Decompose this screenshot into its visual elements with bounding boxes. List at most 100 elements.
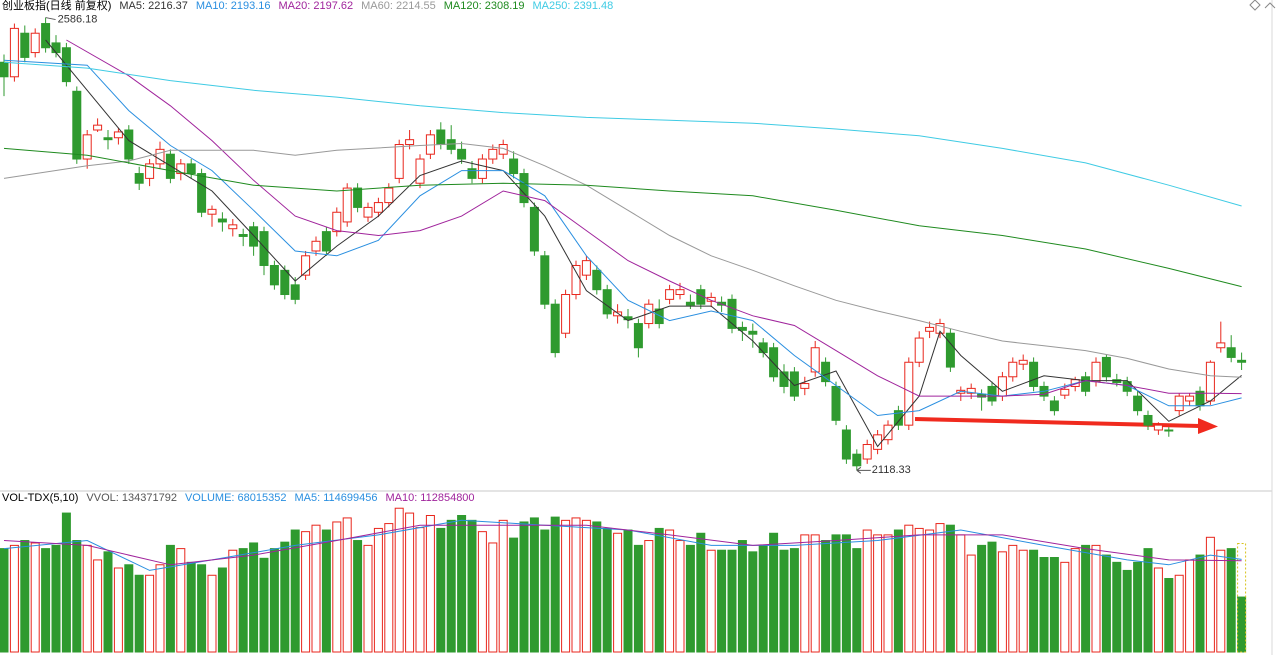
volume-bar bbox=[1070, 548, 1080, 653]
candle-body bbox=[1185, 395, 1195, 402]
volume-bar bbox=[217, 567, 227, 653]
volume-bar bbox=[124, 564, 134, 653]
candle-body bbox=[592, 269, 602, 291]
volume-bar bbox=[883, 534, 893, 653]
candle-body bbox=[1164, 429, 1174, 432]
candle-body bbox=[311, 240, 321, 252]
candle-body bbox=[259, 231, 269, 266]
volume-bar bbox=[748, 551, 758, 653]
volume-bar bbox=[571, 517, 581, 653]
candle-body bbox=[384, 187, 394, 204]
volume-bar bbox=[561, 519, 571, 653]
candle-body bbox=[1049, 400, 1059, 412]
candle-body bbox=[1216, 342, 1226, 349]
candle-body bbox=[821, 361, 831, 383]
volume-bar bbox=[841, 534, 851, 653]
volume-bar bbox=[72, 540, 82, 653]
candle-body bbox=[748, 330, 758, 335]
volume-bar bbox=[696, 532, 706, 653]
volume-bar bbox=[831, 534, 841, 653]
candle-body bbox=[280, 269, 290, 296]
volume-bar bbox=[425, 515, 435, 653]
volume-bar bbox=[685, 544, 695, 653]
candle-body bbox=[1060, 388, 1070, 396]
candle-body bbox=[197, 173, 207, 213]
volume-legend-entry: VOLUME: 68015352 bbox=[184, 492, 287, 504]
chart-title: 创业板指(日线 前复权) bbox=[2, 0, 112, 12]
volume-bar bbox=[363, 544, 373, 653]
candle-body bbox=[467, 168, 477, 179]
candle-body bbox=[519, 173, 529, 204]
candle-body bbox=[124, 129, 134, 160]
candle-body bbox=[633, 323, 643, 349]
vvol-legend: VVOL: 134371792 bbox=[86, 492, 177, 504]
volume-bar bbox=[737, 540, 747, 653]
candle-body bbox=[727, 298, 737, 329]
candle-body bbox=[342, 187, 352, 223]
candle-body bbox=[436, 129, 446, 146]
volume-bar bbox=[789, 548, 799, 653]
candle-body bbox=[373, 202, 383, 213]
candle-body bbox=[509, 158, 519, 175]
volume-bar bbox=[758, 544, 768, 653]
volume-bar bbox=[1049, 557, 1059, 653]
volume-bar bbox=[103, 551, 113, 653]
volume-bar bbox=[290, 529, 300, 653]
volume-bar bbox=[987, 541, 997, 653]
volume-bar bbox=[165, 544, 175, 653]
candle-body bbox=[769, 347, 779, 378]
volume-bar bbox=[893, 529, 903, 653]
volume-bar bbox=[821, 540, 831, 653]
volume-bar bbox=[51, 544, 61, 653]
candle-body bbox=[394, 144, 404, 179]
volume-bar bbox=[717, 549, 727, 653]
volume-bar bbox=[966, 554, 976, 653]
volume-bar bbox=[332, 521, 342, 653]
candle-body bbox=[852, 453, 862, 467]
candle-body bbox=[706, 296, 716, 302]
candle-body bbox=[997, 376, 1007, 397]
candle-body bbox=[935, 323, 945, 334]
candle-body bbox=[1112, 379, 1122, 384]
candle-body bbox=[72, 90, 82, 160]
diamond-icon[interactable] bbox=[1249, 0, 1261, 11]
volume-bar bbox=[1174, 574, 1184, 653]
volume-bar bbox=[373, 527, 383, 653]
candle-body bbox=[665, 289, 675, 300]
legend-entry: MA10: 112854800 bbox=[385, 492, 475, 504]
volume-bar bbox=[113, 567, 123, 653]
candle-body bbox=[228, 224, 238, 230]
volume-bar bbox=[706, 549, 716, 653]
candle-body bbox=[30, 32, 40, 54]
candle-body bbox=[301, 255, 311, 276]
candle-body bbox=[353, 187, 363, 208]
collapse-icon[interactable] bbox=[1264, 2, 1276, 9]
volume-bar bbox=[269, 548, 279, 653]
candle-body bbox=[176, 163, 186, 175]
candle-body bbox=[862, 444, 872, 460]
candle-body bbox=[1101, 356, 1111, 378]
volume-bar bbox=[93, 559, 103, 653]
volume-bar bbox=[1008, 544, 1018, 653]
volume-bar bbox=[342, 517, 352, 653]
candle-body bbox=[581, 260, 591, 276]
volume-title: VOL-TDX(5,10) bbox=[2, 492, 79, 504]
candle-body bbox=[800, 383, 810, 389]
volume-bar bbox=[1091, 544, 1101, 653]
candle-body bbox=[810, 347, 820, 373]
volume-bar bbox=[1226, 548, 1236, 653]
volume-bar bbox=[1143, 548, 1153, 653]
candle-body bbox=[1018, 359, 1028, 365]
candle-body bbox=[1029, 361, 1039, 387]
volume-bar bbox=[197, 564, 207, 653]
candle-body bbox=[529, 206, 539, 252]
volume-bar bbox=[134, 574, 144, 653]
candle-body bbox=[550, 303, 560, 354]
price-legend: 创业板指(日线 前复权) MA5: 2216.37 MA10: 2193.16 MA… bbox=[2, 0, 613, 12]
volume-bar bbox=[1029, 549, 1039, 653]
volume-bar bbox=[145, 574, 155, 653]
volume-bar bbox=[321, 529, 331, 653]
candle-body bbox=[93, 124, 103, 131]
volume-bar bbox=[1060, 561, 1070, 653]
candle-body bbox=[321, 231, 331, 252]
